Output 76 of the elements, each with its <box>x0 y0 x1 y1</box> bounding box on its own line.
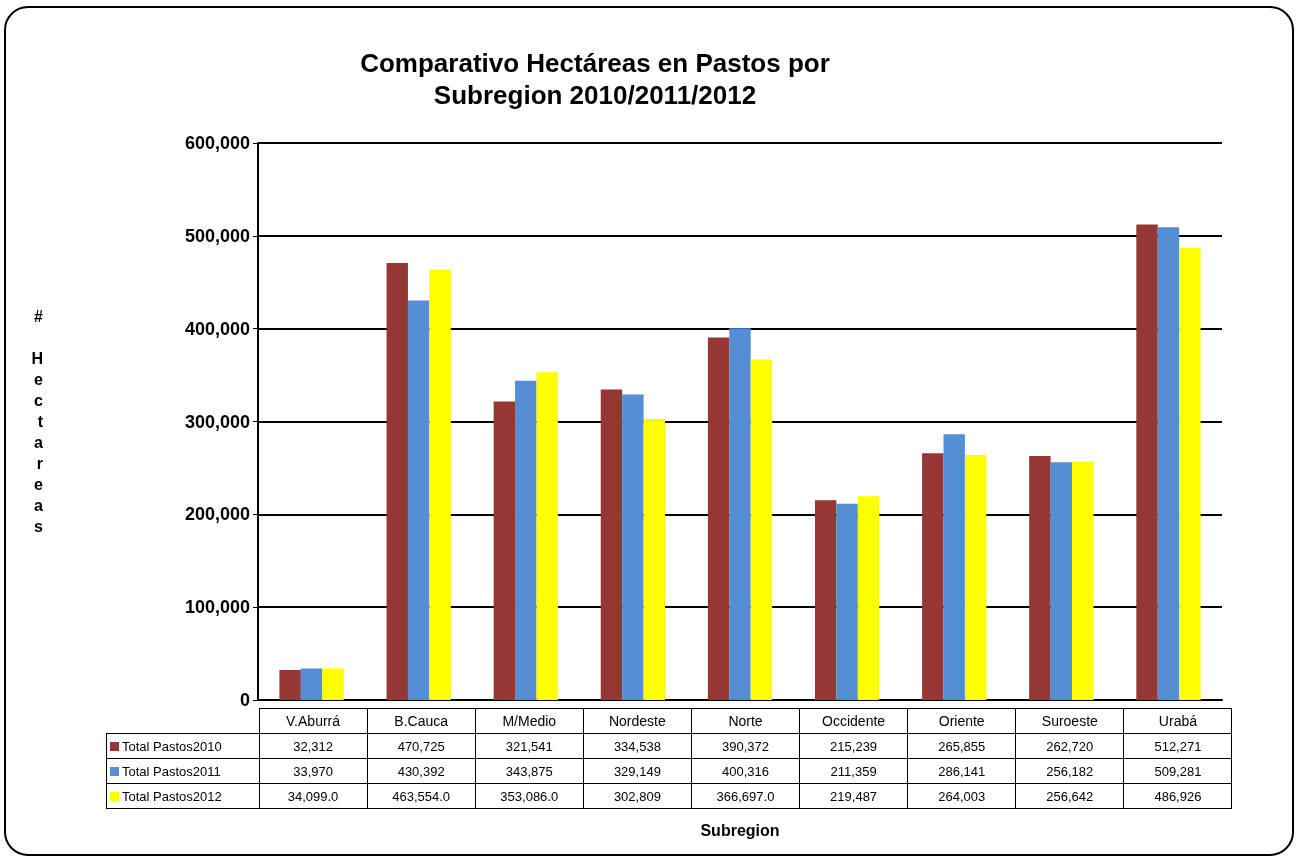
y-tick-label: 200,000 <box>184 504 250 525</box>
bar <box>750 359 773 700</box>
bar <box>386 263 408 700</box>
data-label: 509,281 <box>1123 758 1232 784</box>
data-label: 32,312 <box>259 733 368 759</box>
bar <box>814 500 837 700</box>
text: # Hectareas <box>31 308 43 535</box>
x-tick-label: Norte <box>691 708 800 734</box>
bar <box>407 300 430 700</box>
data-label: 334,538 <box>583 733 692 759</box>
bar <box>707 337 730 700</box>
y-tick-label: 300,000 <box>184 411 250 432</box>
data-label: 400,316 <box>691 758 800 784</box>
data-label: 302,809 <box>583 783 692 809</box>
data-label: 286,141 <box>907 758 1016 784</box>
data-label: 321,541 <box>475 733 584 759</box>
bar <box>943 434 965 700</box>
x-tick-label: Urabá <box>1123 708 1232 734</box>
bar <box>1029 456 1051 700</box>
data-label: 211,359 <box>799 758 908 784</box>
data-label: 33,970 <box>259 758 368 784</box>
x-tick-label: B.Cauca <box>367 708 476 734</box>
bar <box>857 496 880 700</box>
x-tick-label: Suroeste <box>1015 708 1124 734</box>
data-label: 353,086.0 <box>475 783 584 809</box>
bar <box>600 389 623 700</box>
legend-label: Total Pastos2012 <box>106 783 259 809</box>
data-label: 366,697.0 <box>691 783 800 809</box>
legend-label: Total Pastos2010 <box>106 733 259 759</box>
y-tick-label: 100,000 <box>184 597 250 618</box>
bar <box>279 670 301 700</box>
data-label: 512,271 <box>1123 733 1232 759</box>
data-label: 470,725 <box>367 733 476 759</box>
x-tick-label: M/Medio <box>475 708 584 734</box>
x-tick-label: V.Aburrá <box>259 708 368 734</box>
bar <box>922 453 944 700</box>
bar <box>493 401 516 700</box>
bar <box>1050 462 1073 700</box>
data-label: 262,720 <box>1015 733 1124 759</box>
y-tick-label: 600,000 <box>184 133 250 153</box>
bar <box>536 372 558 700</box>
chart-title: Comparativo Hectáreas en Pastos por Subregion 2010/2011/2012 <box>360 48 830 110</box>
bar <box>1136 224 1158 700</box>
y-tick-label: 500,000 <box>184 225 250 246</box>
data-label: 265,855 <box>907 733 1016 759</box>
y-tick-label: 0 <box>239 690 250 710</box>
data-label: 256,642 <box>1015 783 1124 809</box>
data-label: 219,487 <box>799 783 908 809</box>
bar <box>1157 227 1180 700</box>
legend-label: Total Pastos2011 <box>106 758 259 784</box>
data-label: 463,554.0 <box>367 783 476 809</box>
bar <box>1072 461 1094 700</box>
data-label: 256,182 <box>1015 758 1124 784</box>
data-label: 264,003 <box>907 783 1016 809</box>
bar <box>429 269 451 700</box>
bar <box>322 668 344 700</box>
bar <box>515 380 537 700</box>
data-label: 343,875 <box>475 758 584 784</box>
data-label: 215,239 <box>799 733 908 759</box>
bar <box>643 418 666 700</box>
bar <box>964 454 987 700</box>
bar <box>300 668 323 700</box>
data-label: 329,149 <box>583 758 692 784</box>
bar <box>622 394 644 700</box>
y-tick-label: 400,000 <box>184 318 250 339</box>
data-label: 390,372 <box>691 733 800 759</box>
data-label: 34,099.0 <box>259 783 368 809</box>
data-label: 486,926 <box>1123 783 1232 809</box>
x-tick-label: Oriente <box>907 708 1016 734</box>
bar <box>729 328 751 700</box>
bar <box>836 503 858 700</box>
text: Subregion <box>699 822 781 840</box>
bar <box>1179 247 1201 700</box>
x-tick-label: Nordeste <box>583 708 692 734</box>
x-tick-label: Occidente <box>799 708 908 734</box>
data-label: 430,392 <box>367 758 476 784</box>
